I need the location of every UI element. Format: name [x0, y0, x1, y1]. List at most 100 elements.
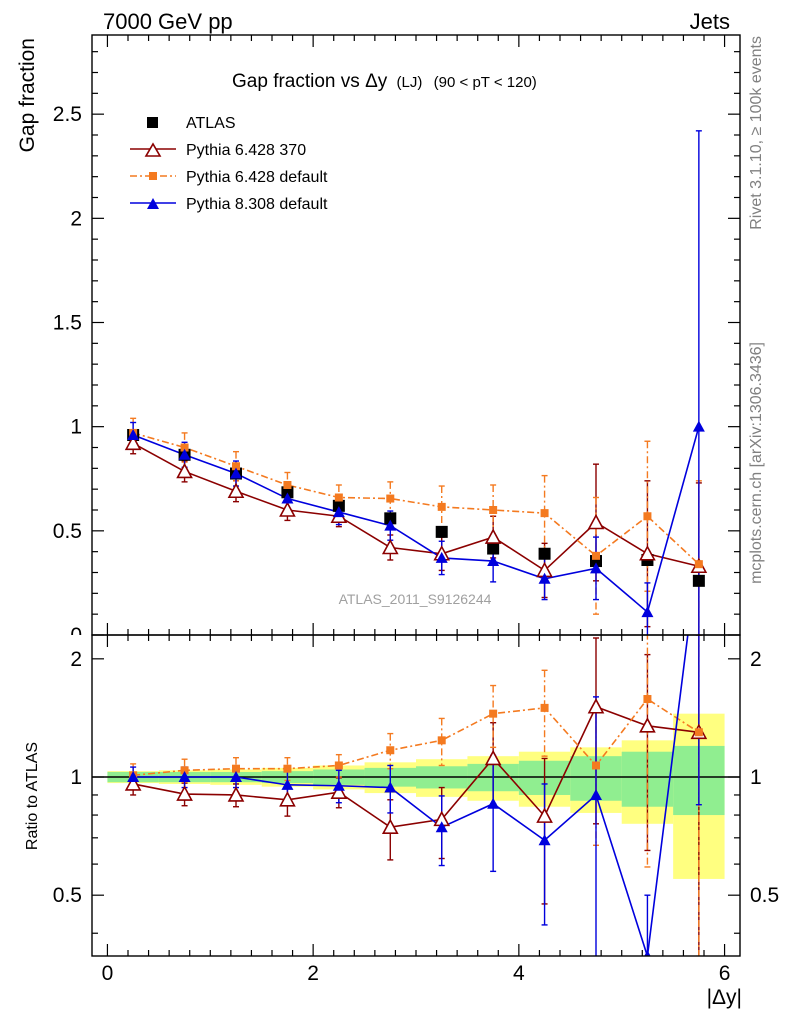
ratio-y-tick-label-right: 1 [750, 766, 762, 789]
atlas-data-point [692, 574, 705, 587]
series-2-point [230, 467, 242, 479]
ratio-0-point [536, 807, 553, 823]
ratio-2-point [538, 834, 551, 846]
main-panel-marks [124, 130, 708, 635]
series-line-2 [132, 426, 700, 614]
ratio-2-point [590, 788, 602, 800]
ratio-y-tick-label-right: 0.5 [750, 884, 779, 907]
ratio-1-point [592, 761, 600, 770]
series-1-point [232, 462, 240, 471]
atlas-data-point [435, 525, 448, 538]
x-tick-label: 6 [719, 962, 731, 985]
ratio-2-point [487, 797, 500, 809]
series-0-point [279, 501, 296, 517]
series-0-point [227, 482, 245, 499]
series-2-point [641, 606, 654, 618]
ratio-2-point [435, 821, 448, 833]
legend-label-pythia8-default: Pythia 8.308 default [186, 196, 328, 213]
legend-label-atlas: ATLAS [186, 115, 236, 132]
series-1-point [540, 509, 549, 518]
series-1-point [283, 481, 292, 489]
ratio-1-point [540, 703, 549, 712]
legend: ATLAS Pythia 6.428 370 Pythia 6.428 defa… [130, 115, 328, 213]
series-1-point [592, 551, 600, 560]
ratio-0-point [279, 791, 296, 807]
atlas-data-point [332, 499, 345, 512]
ratio-1-point [437, 736, 446, 745]
series-2-point [281, 492, 294, 504]
ratio-axis-label: Ratio to ATLAS [24, 742, 41, 850]
ratio-2-point [281, 778, 294, 790]
legend-marker-pythia6-370 [144, 142, 162, 157]
header-energy-label: 7000 GeV pp [103, 9, 233, 34]
ratio-line-1 [133, 697, 700, 777]
series-0-point [484, 528, 502, 544]
rivet-label: Rivet 3.1.10, ≥ 100k events [748, 36, 765, 230]
ratio-0-point [587, 698, 605, 714]
ratio-2-point [178, 771, 191, 783]
y-axis-label: Gap fraction [16, 38, 39, 152]
chart-marks: 0 2 4 60.511.522.500.5 0.51 12 2 [53, 34, 779, 985]
ratio-0-point [381, 818, 399, 834]
series-2-point [178, 448, 191, 460]
chart-title: Gap fraction vs Δy (LJ) (90 < pT < 120) [232, 71, 537, 92]
ratio-0-point [639, 717, 656, 733]
series-2-point [590, 562, 602, 574]
y-tick-label-zero: 0 [70, 624, 82, 647]
series-0-point [381, 538, 399, 555]
atlas-data-point [538, 547, 551, 560]
x-tick-label: 4 [513, 962, 525, 985]
series-2-point [692, 420, 705, 432]
ratio-1-point [180, 766, 189, 775]
legend-label-pythia6-370: Pythia 6.428 370 [186, 142, 306, 159]
ratio-1-point [232, 764, 240, 773]
title-cut: (90 < pT < 120) [434, 74, 537, 91]
analysis-watermark: ATLAS_2011_S9126244 [339, 591, 492, 607]
ratio-panel-marks [92, 635, 740, 956]
ratio-2-point [230, 771, 242, 783]
series-2-point [487, 555, 500, 567]
atlas-data-point [384, 512, 397, 525]
series-2-point [384, 519, 397, 531]
ratio-0-point [484, 749, 502, 766]
title-var: Δy [365, 71, 388, 92]
ratio-line-0 [132, 705, 699, 829]
y-tick-label: 1 [70, 416, 82, 439]
legend-label-pythia6-default: Pythia 6.428 default [186, 169, 328, 186]
ratio-0-point [227, 786, 245, 802]
series-1-point [694, 560, 703, 569]
series-2-point [127, 429, 140, 440]
ratio-1-point [643, 695, 652, 704]
y-tick-label: 2 [70, 207, 82, 230]
legend-marker-pythia6-default [149, 172, 157, 180]
series-2-point [435, 551, 448, 563]
ratio-1-point [694, 728, 703, 737]
series-0-point [639, 545, 656, 561]
mcplots-label: mcplots.cern.ch [arXiv:1306.3436] [748, 342, 765, 584]
header-process-label: Jets [690, 9, 730, 34]
ratio-1-point [283, 764, 292, 773]
ratio-line-2 [133, 635, 689, 956]
ratio-y-tick-label-right: 2 [750, 648, 762, 671]
series-line-1 [132, 432, 700, 565]
series-1-point [489, 506, 498, 514]
ratio-2-point [127, 771, 140, 783]
ratio-2-point [332, 779, 345, 791]
series-0-point [176, 462, 193, 479]
x-axis-label: |Δy| [707, 986, 742, 1009]
series-line-0 [132, 442, 700, 572]
ratio-y-tick-label: 2 [70, 648, 82, 671]
title-tag: (LJ) [397, 74, 423, 91]
legend-marker-pythia8-default [147, 198, 159, 209]
series-1-point [180, 443, 189, 452]
x-tick-label: 2 [307, 962, 319, 985]
series-1-point [437, 502, 446, 511]
title-main: Gap fraction vs [232, 71, 360, 92]
ratio-2-point [384, 781, 397, 793]
series-2-point [538, 572, 551, 584]
ratio-0-point [124, 775, 142, 791]
ratio-2-point [644, 950, 651, 956]
atlas-data-point [487, 542, 500, 555]
series-0-point [124, 434, 142, 451]
